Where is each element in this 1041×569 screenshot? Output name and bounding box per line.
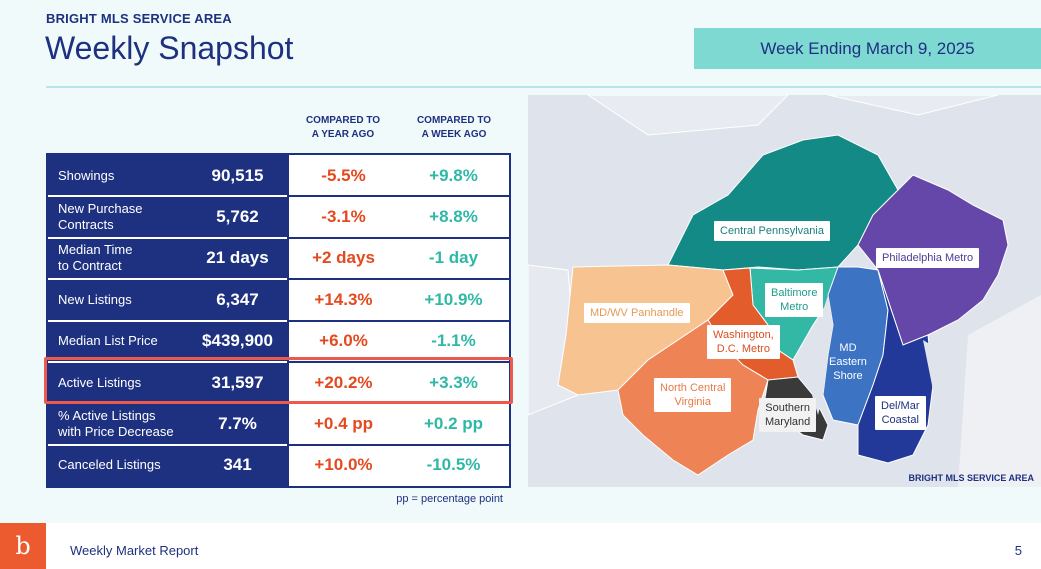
year-change: -5.5% (287, 155, 398, 197)
table-row: New Listings 6,347 +14.3% +10.9% (48, 279, 509, 321)
label-del-mar-coastal: Del/Mar Coastal (875, 396, 926, 430)
row-divider (287, 278, 509, 281)
metric-value: 341 (188, 444, 287, 486)
footnote: pp = percentage point (396, 493, 503, 505)
metric-value: 31,597 (188, 361, 287, 404)
label-md-wv-panhandle: MD/WV Panhandle (584, 303, 690, 323)
week-change: -1 day (428, 248, 479, 268)
table-row: % Active Listings with Price Decrease 7.7… (48, 403, 509, 445)
row-divider (48, 278, 287, 281)
label-md-eastern-shore: MD Eastern Shore (829, 342, 867, 382)
table-row: Median List Price $439,900 +6.0% -1.1% (48, 320, 509, 362)
label-philadelphia-metro: Philadelphia Metro (876, 248, 980, 268)
label-baltimore-metro: Baltimore Metro (765, 283, 824, 317)
year-change: +2 days (287, 237, 398, 280)
row-divider (48, 443, 287, 446)
metric-value: $439,900 (188, 320, 287, 362)
row-divider (287, 236, 509, 239)
metric-label: New Purchase Contracts (48, 196, 188, 238)
year-change: +6.0% (287, 320, 398, 362)
label-central-pennsylvania: Central Pennsylvania (714, 221, 830, 241)
metric-label: Median Time to Contract (48, 237, 188, 280)
metric-value: 90,515 (188, 155, 287, 197)
year-change: +14.3% (287, 279, 398, 321)
page-title: Weekly Snapshot (45, 30, 294, 66)
table-row: Median Time to Contract 21 days +2 days -1 … (48, 237, 509, 280)
metric-label: Median List Price (48, 320, 188, 362)
map-caption: BRIGHT MLS SERVICE AREA (908, 473, 1034, 483)
row-divider (48, 360, 287, 363)
row-divider (287, 443, 509, 446)
table-row: Showings 90,515 -5.5% +9.8% (48, 155, 509, 197)
metric-value: 21 days (188, 237, 287, 280)
week-change: +9.8% (429, 165, 478, 185)
metric-label: Active Listings (48, 361, 188, 404)
row-divider (287, 360, 509, 363)
page-number: 5 (1014, 543, 1022, 558)
week-change: +3.3% (429, 372, 478, 392)
label-southern-maryland: Southern Maryland (759, 398, 817, 432)
metric-label: New Listings (48, 279, 188, 321)
bright-logo-icon: b (0, 523, 46, 569)
service-area-label: BRIGHT MLS SERVICE AREA (46, 11, 232, 26)
snapshot-table: Showings 90,515 -5.5% +9.8% New Purchase Con… (46, 153, 511, 488)
row-divider (287, 319, 509, 322)
week-change: -1.1% (431, 331, 476, 351)
metric-label: % Active Listings with Price Decrease (48, 403, 188, 445)
week-change: +0.2 pp (423, 413, 484, 433)
row-divider (48, 319, 287, 322)
week-change: +10.9% (424, 289, 483, 309)
row-divider (48, 195, 287, 198)
metric-value: 7.7% (188, 403, 287, 445)
metric-value: 5,762 (188, 196, 287, 238)
service-area-map: Central Pennsylvania Philadelphia Metro … (528, 95, 1041, 487)
report-name: Weekly Market Report (70, 543, 199, 558)
week-change: +8.8% (429, 207, 478, 227)
label-north-central-virginia: North Central Virginia (654, 378, 732, 412)
year-change: +20.2% (287, 361, 398, 404)
row-divider (287, 195, 509, 198)
table-row: Active Listings 31,597 +20.2% +3.3% (48, 361, 509, 404)
metric-label: Showings (48, 155, 188, 197)
title-divider (46, 86, 1041, 88)
column-header-week: COMPARED TO A WEEK AGO (416, 115, 492, 140)
label-washington-dc-metro: Washington, D.C. Metro (707, 325, 780, 359)
metric-value: 6,347 (188, 279, 287, 321)
year-change: +0.4 pp (287, 403, 398, 445)
table-row: New Purchase Contracts 5,762 -3.1% +8.8% (48, 196, 509, 238)
table-row: Canceled Listings 341 +10.0% -10.5% (48, 444, 509, 486)
column-header-year: COMPARED TO A YEAR AGO (305, 115, 381, 140)
year-change: +10.0% (287, 444, 398, 486)
row-divider (48, 236, 287, 239)
active-listings-highlight (44, 357, 513, 404)
week-change: -10.5% (426, 455, 481, 475)
week-ending-badge: Week Ending March 9, 2025 (694, 28, 1041, 69)
metric-label: Canceled Listings (48, 444, 188, 486)
year-change: -3.1% (287, 196, 398, 238)
